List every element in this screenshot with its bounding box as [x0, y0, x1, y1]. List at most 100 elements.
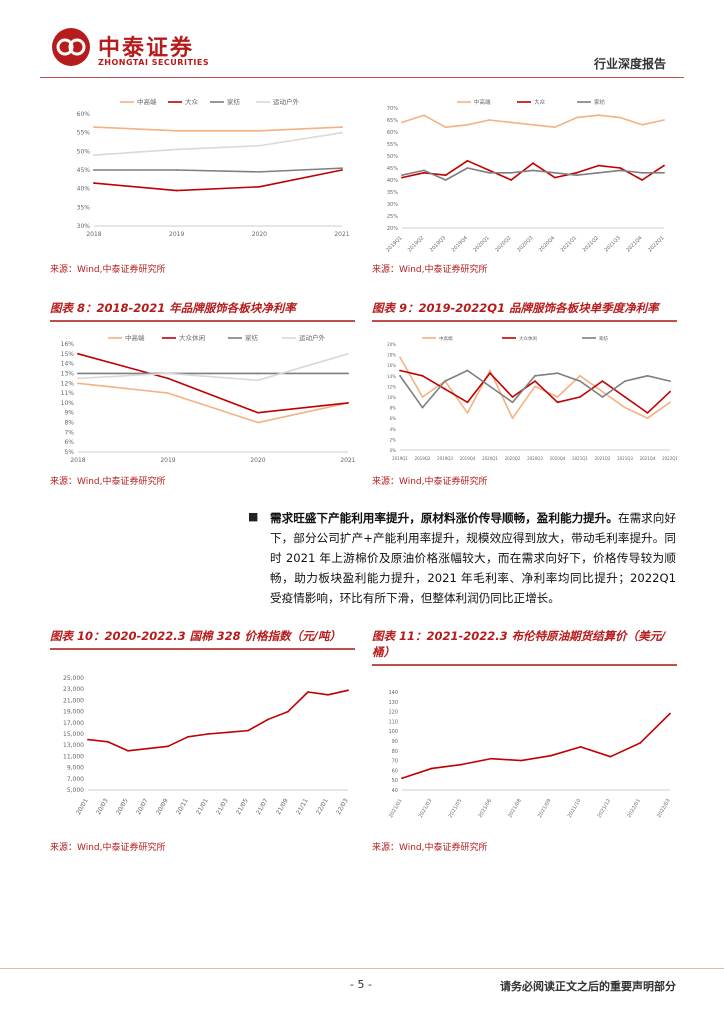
top-left-legend-label: 中高端: [137, 97, 157, 106]
fig9-ytick-label: 20%: [387, 342, 396, 347]
fig9-data-point: [511, 396, 514, 398]
top-right-ytick-label: 25%: [387, 214, 398, 220]
fig8-data-point: [257, 379, 259, 382]
fig9-data-point: [646, 417, 649, 420]
top-right-xtick-label: 2022Q1: [647, 235, 665, 253]
fig11-data-point: [609, 755, 612, 758]
top-left-data-point: [258, 129, 261, 132]
source-fig9: 来源：Wind,中泰证券研究所: [372, 477, 488, 487]
fig10-data-point: [227, 731, 229, 734]
fig11-xtick-label: 2021/06: [477, 798, 493, 819]
fig9-data-point: [421, 396, 424, 398]
fig10-data-point: [307, 691, 309, 693]
fig11-ytick-label: 100: [388, 729, 398, 735]
fig10-ytick-label: 5,000: [67, 787, 84, 794]
top-left-data-point: [93, 126, 95, 128]
top-right-data-point: [553, 126, 556, 129]
top-right-ytick-label: 30%: [387, 202, 398, 208]
top-right-ytick-label: 40%: [387, 178, 398, 184]
fig9-data-point: [534, 374, 536, 377]
fig11-data-point: [430, 767, 433, 770]
fig8-ytick-label: 13%: [61, 370, 75, 377]
fig10-ytick-label: 13,000: [63, 742, 84, 749]
top-left-xtick-label: 2019: [169, 231, 184, 238]
top-right-data-point: [619, 116, 622, 119]
bullet-icon: ■: [248, 510, 259, 523]
fig9-data-point: [466, 412, 469, 414]
fig8-data-point: [257, 411, 259, 414]
fig9-data-point: [534, 380, 536, 382]
fig10-data-point: [127, 749, 129, 752]
fig8-legend-label: 大众休闲: [179, 333, 205, 342]
top-left-series-line-3: [93, 131, 343, 156]
fig11-data-point: [669, 712, 671, 715]
fig9-data-point: [556, 401, 559, 404]
fig10-data-point: [287, 710, 289, 713]
top-left-xtick-label: 2021: [334, 231, 349, 238]
fig8-data-point: [347, 352, 349, 355]
fig10-xtick-label: 21/07: [255, 797, 270, 816]
fig9-data-point: [444, 388, 446, 390]
fig9-ytick-label: 18%: [387, 353, 396, 358]
source-fig10: 来源：Wind,中泰证券研究所: [50, 843, 166, 853]
top-right-xtick-label: 2020Q2: [494, 235, 512, 253]
top-right-ytick-label: 70%: [387, 106, 398, 112]
fig11-data-point: [520, 759, 523, 762]
fig10-data-point: [327, 693, 329, 696]
fig11-xtick-label: 2022/01: [626, 798, 642, 819]
top-right-data-point: [553, 176, 556, 179]
top-right-data-point: [532, 123, 534, 126]
source-top-left: 来源：Wind,中泰证券研究所: [50, 265, 166, 275]
fig9-data-point: [624, 406, 626, 409]
top-right-data-point: [641, 179, 644, 181]
fig9-data-point: [624, 396, 626, 398]
paragraph-body: 在需求向好下，部分公司扩产+产能利用率提升，规模效应得到放大，带动毛利率提升。同…: [270, 511, 676, 605]
fig10-data-point: [107, 740, 109, 743]
fig11-data-point: [460, 763, 463, 766]
fig9-legend-label: 中高端: [439, 335, 453, 342]
top-left-ytick-label: 45%: [77, 167, 91, 174]
fig8-data-point: [77, 352, 79, 355]
fig9-data-point: [579, 396, 581, 398]
fig8-ytick-label: 9%: [64, 410, 74, 417]
top-right-data-point: [444, 179, 447, 181]
fig10-data-point: [207, 733, 209, 735]
top-left-legend-label: 运动户外: [273, 97, 300, 106]
fig10-xtick-label: 21/01: [195, 797, 210, 816]
source-fig8: 来源：Wind,中泰证券研究所: [50, 477, 166, 487]
fig11-brent-oil-chart: 40 50 60 70 80 90 100 110 120 130 140 2021/01 2021/0…: [388, 690, 672, 819]
top-right-xtick-label: 2020Q3: [516, 235, 534, 253]
fig9-data-point: [556, 396, 559, 398]
brand-logo-icon: [52, 28, 90, 66]
fig8-ytick-label: 11%: [61, 390, 75, 397]
fig9-ytick-label: 10%: [387, 395, 396, 400]
top-right-data-point: [422, 114, 425, 117]
fig10-xtick-label: 22/03: [335, 797, 350, 816]
fig11-ytick-label: 80: [392, 749, 398, 755]
top-right-xtick-label: 2021Q1: [560, 235, 578, 253]
fig10-data-point: [167, 745, 169, 748]
top-right-data-point: [510, 121, 513, 124]
top-right-ytick-label: 45%: [387, 166, 398, 172]
top-left-data-point: [341, 169, 343, 171]
fig11-ytick-label: 130: [388, 700, 398, 706]
source-fig11: 来源：Wind,中泰证券研究所: [372, 843, 488, 853]
top-left-gross-margin-chart: 30% 35% 40% 45% 50% 55% 60% 2018 2019 2020 2021 中高端…: [77, 97, 350, 238]
fig8-legend-label: 家纺: [245, 333, 259, 342]
fig10-xtick-label: 20/07: [135, 797, 150, 816]
fig9-data-point: [646, 374, 649, 377]
fig11-ytick-label: 40: [392, 788, 398, 794]
fig11-xtick-label: 2021/10: [567, 798, 583, 819]
fig11-data-point: [579, 745, 582, 748]
fig9-xtick-label: 2021Q4: [640, 456, 656, 461]
fig11-data-point: [490, 757, 493, 760]
fig10-title-rule: [50, 648, 355, 650]
top-left-ytick-label: 30%: [77, 223, 91, 230]
fig9-data-point: [399, 356, 401, 359]
fig9-ytick-label: 14%: [387, 374, 396, 379]
top-right-data-point: [619, 167, 622, 169]
fig9-legend-label: 大众休闲: [519, 335, 537, 342]
top-right-data-point: [532, 169, 534, 172]
top-left-legend-label: 家纺: [227, 97, 241, 106]
top-left-xtick-label: 2020: [252, 231, 267, 238]
